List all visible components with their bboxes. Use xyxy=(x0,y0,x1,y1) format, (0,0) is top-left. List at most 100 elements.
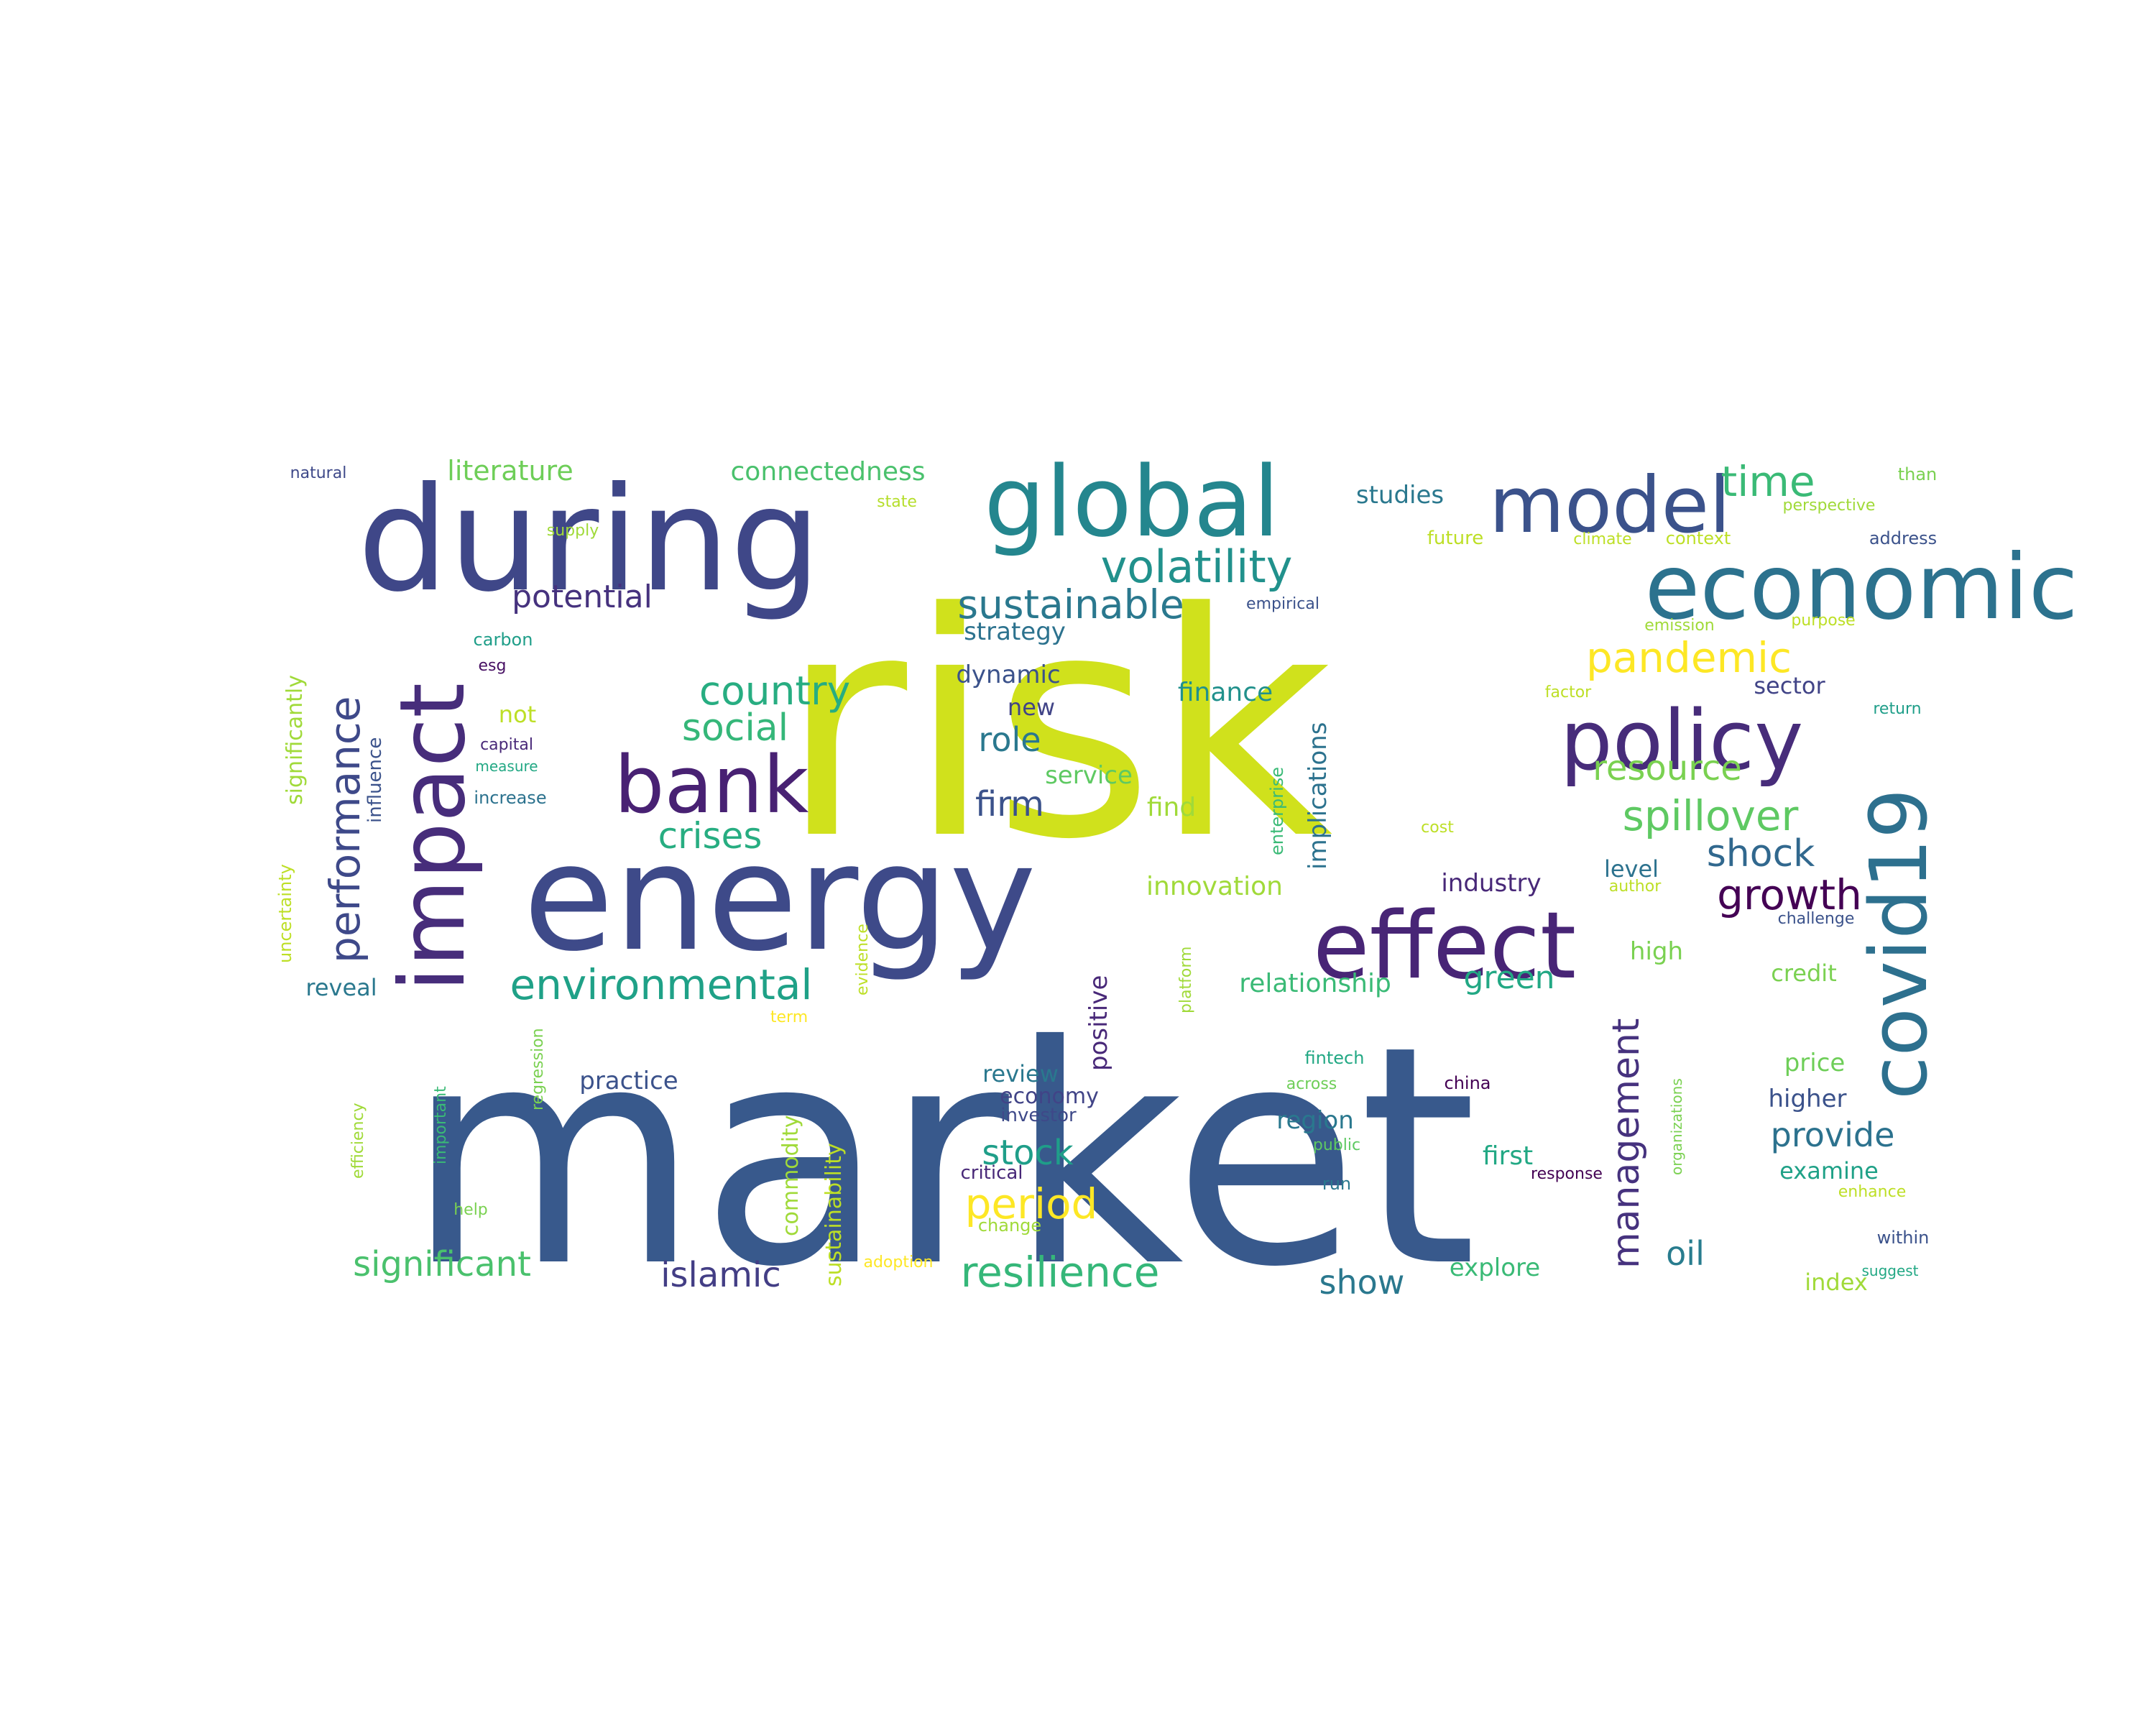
word-higher: higher xyxy=(1768,1085,1846,1113)
word-dynamic: dynamic xyxy=(956,661,1060,689)
word-policy: policy xyxy=(1560,693,1804,789)
word-energy: energy xyxy=(523,813,1036,984)
word-potential: potential xyxy=(512,579,653,615)
word-suggest: suggest xyxy=(1861,1262,1918,1279)
word-significantly: significantly xyxy=(282,675,308,805)
word-reveal: reveal xyxy=(305,974,377,1001)
word-term: term xyxy=(770,1008,808,1026)
word-positive: positive xyxy=(1084,975,1113,1071)
word-price: price xyxy=(1784,1049,1846,1077)
word-sustainable: sustainable xyxy=(957,581,1184,627)
word-shock: shock xyxy=(1707,832,1815,875)
word-across: across xyxy=(1286,1075,1337,1093)
word-first: first xyxy=(1483,1141,1533,1171)
word-explore: explore xyxy=(1450,1254,1540,1282)
word-regression: regression xyxy=(529,1028,547,1110)
word-capital: capital xyxy=(480,736,533,754)
word-stock: stock xyxy=(982,1133,1074,1173)
word-factor: factor xyxy=(1545,684,1592,702)
word-challenge: challenge xyxy=(1778,910,1855,928)
word-implications: implications xyxy=(1304,722,1332,870)
word-within: within xyxy=(1877,1228,1930,1248)
word-purpose: purpose xyxy=(1791,612,1855,630)
word-run: run xyxy=(1322,1174,1351,1194)
word-help: help xyxy=(453,1201,488,1219)
word-critical: critical xyxy=(960,1162,1023,1184)
word-relationship: relationship xyxy=(1239,969,1391,998)
word-empirical: empirical xyxy=(1246,595,1319,613)
word-author: author xyxy=(1609,878,1662,896)
word-supply: supply xyxy=(547,522,599,540)
word-risk: risk xyxy=(780,548,1332,907)
word-innovation: innovation xyxy=(1146,872,1283,901)
word-social: social xyxy=(682,707,788,750)
word-during: during xyxy=(357,456,821,624)
word-environmental: environmental xyxy=(510,960,812,1009)
word-measure: measure xyxy=(475,758,538,775)
word-islamic: islamic xyxy=(660,1255,781,1295)
word-investor: investor xyxy=(1000,1105,1077,1126)
word-return: return xyxy=(1873,700,1921,718)
word-high: high xyxy=(1630,937,1683,966)
word-influence: influence xyxy=(364,737,386,823)
word-show: show xyxy=(1319,1263,1405,1302)
word-platform: platform xyxy=(1177,947,1195,1013)
word-natural: natural xyxy=(290,464,347,482)
word-commodity: commodity xyxy=(778,1115,803,1236)
word-country: country xyxy=(699,668,850,714)
word-time: time xyxy=(1720,457,1815,506)
word-address: address xyxy=(1869,528,1937,548)
word-not: not xyxy=(499,701,536,728)
word-provide: provide xyxy=(1771,1116,1895,1154)
word-than: than xyxy=(1898,464,1938,484)
word-effect: effect xyxy=(1313,893,1576,1000)
word-green: green xyxy=(1463,960,1554,996)
word-group: risk market during energy global modeleconomi… xyxy=(275,446,2078,1333)
word-index: index xyxy=(1805,1269,1868,1296)
word-connectedness: connectedness xyxy=(731,457,926,487)
word-examine: examine xyxy=(1779,1157,1879,1184)
word-new: new xyxy=(1008,694,1055,721)
word-region: region xyxy=(1276,1106,1354,1135)
word-pandemic: pandemic xyxy=(1586,633,1792,682)
word-spillover: spillover xyxy=(1623,791,1799,840)
word-enhance: enhance xyxy=(1838,1183,1906,1201)
word-covid19: covid19 xyxy=(1853,788,1945,1100)
word-service: service xyxy=(1045,761,1133,790)
word-impact: impact xyxy=(381,683,485,992)
word-organizations: organizations xyxy=(1668,1078,1685,1175)
word-review: review xyxy=(982,1060,1059,1087)
word-cost: cost xyxy=(1421,819,1454,837)
word-studies: studies xyxy=(1356,481,1444,510)
word-level: level xyxy=(1604,855,1659,883)
word-sustainability: sustainability xyxy=(821,1143,847,1287)
word-oil: oil xyxy=(1666,1234,1705,1273)
word-state: state xyxy=(877,493,917,511)
word-resilience: resilience xyxy=(961,1248,1160,1297)
word-finance: finance xyxy=(1178,678,1273,707)
word-response: response xyxy=(1531,1165,1603,1183)
word-public: public xyxy=(1313,1136,1360,1154)
word-significant: significant xyxy=(353,1244,531,1284)
word-uncertainty: uncertainty xyxy=(275,864,295,963)
word-industry: industry xyxy=(1441,869,1541,898)
word-model: model xyxy=(1489,461,1731,551)
word-period: period xyxy=(965,1179,1098,1228)
word-esg: esg xyxy=(479,657,507,675)
word-crises: crises xyxy=(658,815,763,857)
word-role: role xyxy=(978,720,1041,759)
word-find: find xyxy=(1147,793,1196,822)
word-important: important xyxy=(432,1086,450,1164)
word-performance: performance xyxy=(321,696,369,963)
word-china: china xyxy=(1445,1073,1491,1093)
word-carbon: carbon xyxy=(474,630,533,650)
word-economy: economy xyxy=(1000,1084,1099,1109)
word-firm: firm xyxy=(975,784,1044,824)
word-emission: emission xyxy=(1644,617,1715,635)
word-climate: climate xyxy=(1573,530,1631,548)
word-efficiency: efficiency xyxy=(349,1103,367,1179)
word-global: global xyxy=(984,446,1280,558)
